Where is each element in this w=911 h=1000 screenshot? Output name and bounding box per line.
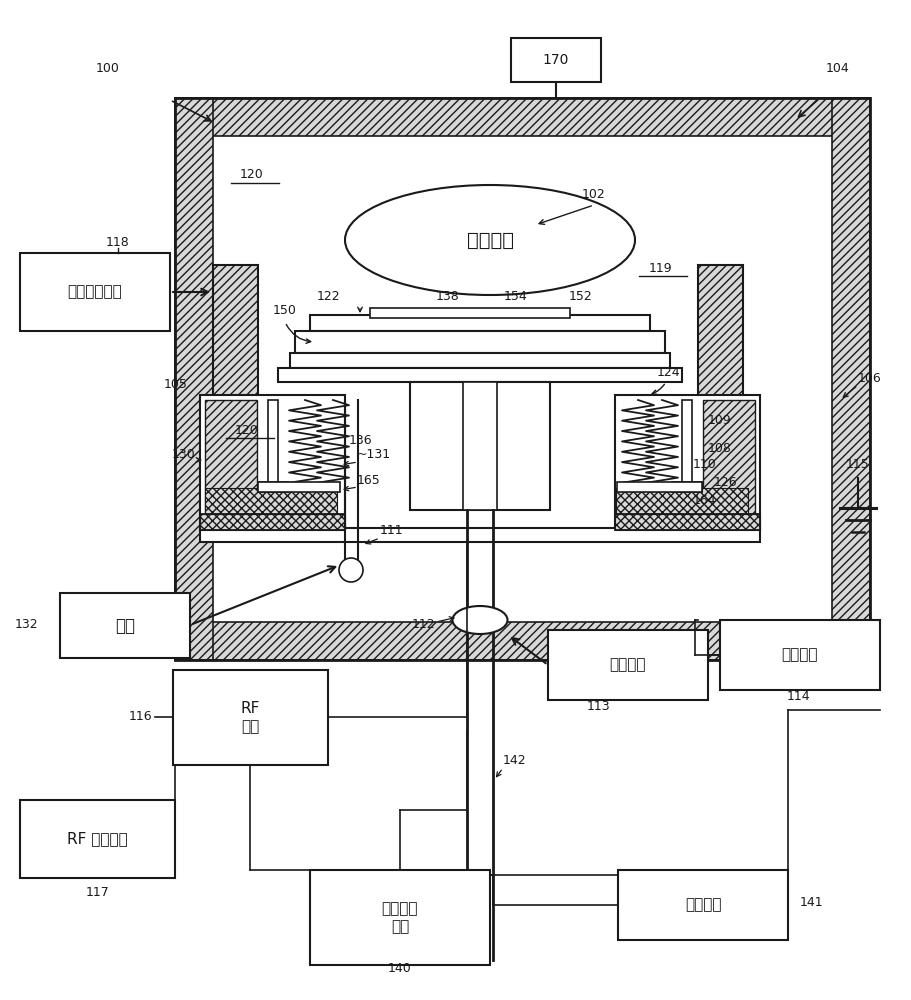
Text: 109: 109 (708, 414, 732, 426)
Bar (618, 870, 788, 940)
Bar (200, 514, 345, 530)
Text: 举升机构: 举升机构 (609, 658, 646, 672)
Text: 132: 132 (15, 618, 38, 632)
Text: 170: 170 (543, 53, 569, 67)
Bar (200, 514, 345, 530)
Ellipse shape (453, 606, 507, 634)
Bar (200, 528, 760, 542)
Bar (698, 265, 743, 505)
Text: 卡紧功率
供应: 卡紧功率 供应 (382, 901, 418, 934)
Text: 110: 110 (693, 458, 717, 472)
Bar (258, 482, 340, 492)
Bar (682, 400, 692, 485)
Bar (617, 482, 702, 492)
Bar (258, 482, 288, 492)
Text: 114: 114 (786, 690, 810, 702)
Text: 122: 122 (316, 290, 340, 302)
Bar (173, 670, 328, 765)
Text: 104: 104 (826, 62, 850, 75)
Text: 136: 136 (348, 434, 372, 446)
Bar (205, 400, 257, 525)
Circle shape (339, 558, 363, 582)
Bar (290, 353, 670, 368)
Bar (60, 593, 190, 658)
Text: 165: 165 (357, 474, 381, 487)
Bar (213, 265, 258, 505)
Text: 气体供应: 气体供应 (685, 898, 722, 912)
Bar (615, 514, 760, 530)
Bar (615, 395, 760, 530)
Bar (310, 315, 650, 331)
Bar (410, 382, 550, 510)
Text: 115: 115 (846, 458, 870, 472)
Text: RF 功率供应: RF 功率供应 (67, 832, 128, 846)
Bar (278, 368, 682, 382)
Bar (175, 98, 870, 136)
Text: 106: 106 (858, 371, 882, 384)
Text: 102: 102 (582, 188, 606, 202)
Text: 140: 140 (388, 962, 412, 974)
Text: 138: 138 (436, 290, 460, 302)
Text: 100: 100 (96, 62, 120, 75)
Bar (698, 265, 743, 505)
Text: 117: 117 (87, 886, 110, 898)
Text: 116: 116 (128, 710, 152, 724)
Bar (175, 98, 213, 660)
Text: 118: 118 (106, 236, 130, 249)
Bar (295, 331, 665, 353)
Text: 真空系统: 真空系统 (782, 648, 818, 662)
Text: 141: 141 (800, 896, 824, 910)
Text: 164: 164 (693, 493, 717, 506)
Bar (175, 622, 870, 660)
Text: 等离子体: 等离子体 (466, 231, 514, 249)
Text: 113: 113 (586, 700, 609, 712)
Bar (832, 98, 870, 660)
Bar (548, 630, 708, 700)
Ellipse shape (345, 185, 635, 295)
Bar (20, 253, 170, 331)
Bar (720, 620, 880, 690)
Text: 108: 108 (708, 442, 732, 454)
Text: 112: 112 (412, 618, 435, 632)
Text: 142: 142 (503, 754, 527, 766)
Text: 111: 111 (380, 524, 404, 536)
Bar (703, 400, 755, 525)
Text: 105: 105 (164, 378, 188, 391)
Text: 119: 119 (649, 261, 671, 274)
Bar (615, 514, 760, 530)
Text: 举升: 举升 (115, 616, 135, 635)
Text: 工艺气体供应: 工艺气体供应 (67, 284, 122, 300)
Bar (616, 488, 748, 526)
Bar (511, 38, 601, 82)
Text: 130: 130 (171, 448, 195, 462)
Text: 120: 120 (241, 168, 264, 182)
Text: ~131: ~131 (357, 448, 391, 462)
Bar (205, 488, 337, 526)
Bar (200, 395, 345, 530)
Text: 154: 154 (504, 290, 527, 302)
Bar (310, 870, 490, 965)
Text: 152: 152 (569, 290, 593, 302)
Text: 124: 124 (656, 366, 680, 379)
Bar (213, 265, 258, 505)
Text: 126: 126 (714, 476, 738, 488)
Bar (20, 800, 175, 878)
Text: RF
匹配: RF 匹配 (241, 701, 261, 734)
Bar (268, 400, 278, 485)
Bar (463, 382, 497, 510)
Bar (175, 98, 870, 660)
Text: 120: 120 (235, 424, 259, 436)
Text: 150: 150 (273, 304, 297, 316)
Bar (672, 482, 702, 492)
Bar (370, 308, 570, 318)
